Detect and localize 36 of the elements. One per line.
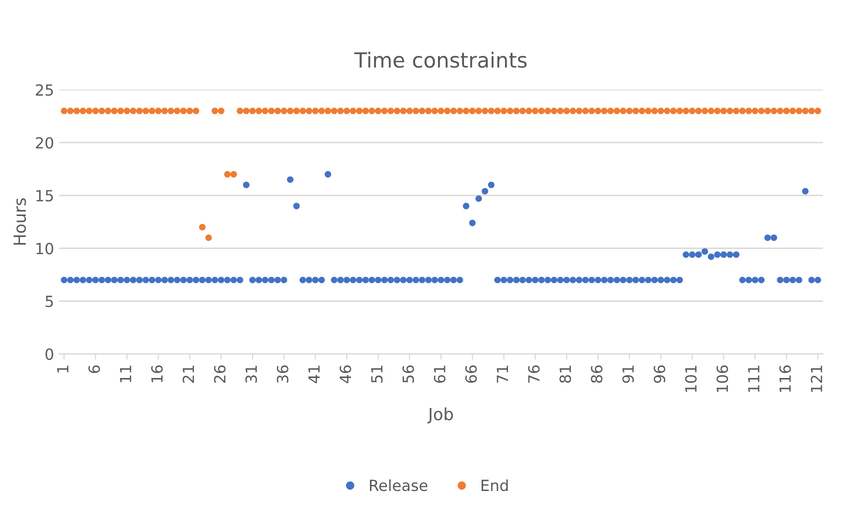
x-tick-label: 16 [151,365,163,382]
x-tick-label: 71 [496,366,508,383]
x-tick-label: 31 [245,366,257,383]
x-tick-label: 26 [214,365,226,383]
x-tick-label: 41 [308,366,320,384]
x-tick-label: 101 [685,366,697,392]
x-tick-label: 6 [88,365,100,374]
x-tick-label: 56 [402,365,414,383]
legend-label: End [482,479,508,492]
x-tick-label: 11 [120,366,132,382]
y-tick-label: 0 [46,348,54,360]
x-tick-label: 91 [622,366,634,383]
x-tick-label: 111 [748,366,760,392]
x-tick-label: 36 [276,365,288,383]
x-tick-label: 76 [528,365,540,383]
y-tick-label: 25 [36,84,53,96]
legend-label: Release [370,479,428,492]
x-tick-label: 46 [340,365,352,384]
y-tick-label: 5 [46,296,53,308]
x-tick-label: 81 [559,366,572,383]
y-tick-label: 10 [36,242,54,254]
x-tick-label: 86 [590,365,602,383]
x-tick-label: 106 [716,365,728,392]
x-tick-label: 51 [371,366,383,383]
x-tick-label: 96 [654,365,666,383]
x-tick-label: 1 [57,366,68,372]
y-axis-title: Hours [14,198,26,245]
x-axis-title: Job [427,407,453,424]
x-tick-label: 61 [434,366,446,383]
chart-title: Time constraints [354,52,527,68]
y-tick-label: 15 [36,190,53,202]
x-tick-label: 21 [182,366,194,383]
x-tick-label: 121 [810,366,822,392]
x-tick-label: 116 [779,365,791,392]
y-tick-label: 20 [36,137,54,149]
x-tick-label: 66 [465,365,477,383]
